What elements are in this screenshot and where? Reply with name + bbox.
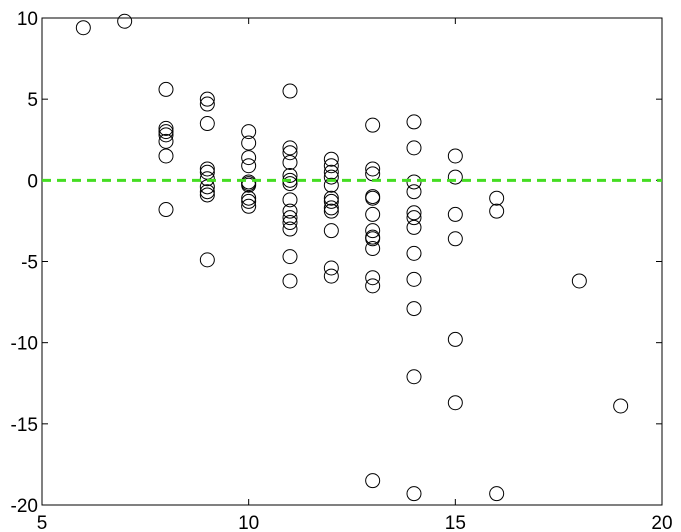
point bbox=[282, 83, 298, 99]
point bbox=[365, 231, 381, 247]
point bbox=[158, 127, 174, 143]
point bbox=[613, 398, 629, 414]
point bbox=[323, 260, 339, 276]
point bbox=[75, 20, 91, 36]
point bbox=[241, 124, 257, 140]
point bbox=[158, 202, 174, 218]
point bbox=[447, 148, 463, 164]
point bbox=[447, 206, 463, 222]
point bbox=[241, 158, 257, 174]
point bbox=[199, 91, 215, 107]
point bbox=[365, 117, 381, 133]
point bbox=[323, 158, 339, 174]
y-tick-label: 0 bbox=[27, 171, 38, 192]
point bbox=[571, 273, 587, 289]
y-tick-label: -10 bbox=[11, 334, 38, 355]
point bbox=[489, 203, 505, 219]
point bbox=[365, 206, 381, 222]
point bbox=[447, 169, 463, 185]
point bbox=[282, 192, 298, 208]
point bbox=[365, 161, 381, 177]
point bbox=[282, 167, 298, 183]
point bbox=[406, 301, 422, 317]
point bbox=[282, 249, 298, 265]
x-tick-label: 10 bbox=[238, 513, 259, 532]
point bbox=[489, 190, 505, 206]
point bbox=[199, 161, 215, 177]
point bbox=[489, 486, 505, 502]
point bbox=[365, 270, 381, 286]
point bbox=[323, 151, 339, 167]
point bbox=[365, 278, 381, 294]
point bbox=[199, 116, 215, 132]
point bbox=[323, 169, 339, 185]
point bbox=[158, 124, 174, 140]
point bbox=[282, 221, 298, 237]
x-tick-label: 20 bbox=[651, 513, 672, 532]
point bbox=[323, 193, 339, 209]
point bbox=[406, 245, 422, 261]
point bbox=[199, 96, 215, 112]
plot-frame bbox=[41, 17, 663, 506]
point bbox=[282, 273, 298, 289]
point bbox=[323, 200, 339, 216]
point bbox=[117, 13, 133, 29]
point bbox=[199, 252, 215, 268]
point bbox=[323, 190, 339, 206]
y-tick-label: 10 bbox=[17, 9, 38, 30]
point bbox=[365, 223, 381, 239]
point bbox=[158, 133, 174, 149]
point bbox=[199, 171, 215, 187]
point bbox=[241, 193, 257, 209]
point bbox=[282, 145, 298, 161]
x-tick-label: 15 bbox=[445, 513, 466, 532]
point bbox=[282, 176, 298, 192]
point bbox=[323, 223, 339, 239]
point bbox=[323, 203, 339, 219]
x-tick-label: 5 bbox=[37, 513, 48, 532]
point bbox=[199, 187, 215, 203]
point bbox=[406, 219, 422, 235]
y-tick-label: 5 bbox=[27, 90, 38, 111]
point bbox=[406, 210, 422, 226]
point bbox=[282, 140, 298, 156]
point bbox=[282, 154, 298, 170]
point bbox=[447, 231, 463, 247]
point bbox=[447, 395, 463, 411]
point bbox=[323, 268, 339, 284]
point bbox=[365, 473, 381, 489]
point bbox=[323, 177, 339, 193]
point bbox=[241, 176, 257, 192]
point bbox=[282, 215, 298, 231]
y-tick-label: -15 bbox=[11, 415, 38, 436]
y-tick-label: -20 bbox=[11, 496, 38, 517]
point bbox=[406, 205, 422, 221]
point bbox=[406, 114, 422, 130]
point bbox=[406, 271, 422, 287]
point bbox=[199, 184, 215, 200]
point bbox=[406, 184, 422, 200]
point bbox=[158, 148, 174, 164]
point bbox=[282, 210, 298, 226]
point bbox=[406, 486, 422, 502]
point bbox=[158, 81, 174, 97]
point bbox=[406, 174, 422, 190]
point bbox=[447, 331, 463, 347]
point bbox=[406, 140, 422, 156]
y-tick-label: -5 bbox=[21, 253, 38, 274]
point bbox=[365, 190, 381, 206]
point bbox=[158, 120, 174, 136]
point bbox=[406, 369, 422, 385]
point bbox=[241, 150, 257, 166]
point bbox=[365, 241, 381, 257]
point bbox=[241, 198, 257, 214]
point bbox=[282, 203, 298, 219]
point bbox=[241, 135, 257, 151]
point bbox=[241, 190, 257, 206]
